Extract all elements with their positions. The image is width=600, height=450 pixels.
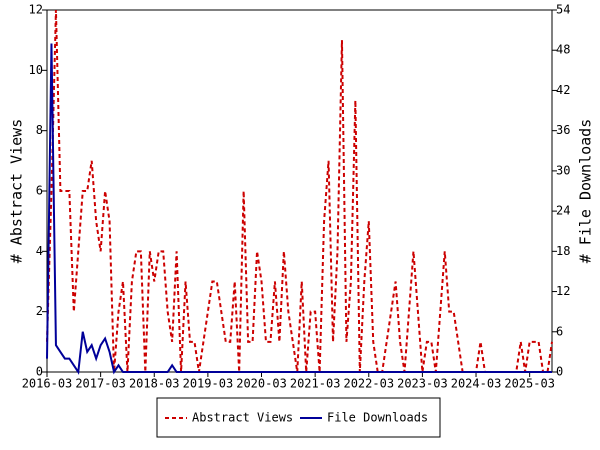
legend	[156, 397, 441, 438]
data-line	[46, 43, 552, 375]
y2-tick-label: 0	[556, 365, 563, 379]
legend-label: Abstract Views	[192, 411, 293, 425]
y2-tick-label: 12	[556, 284, 570, 298]
x-tick-label: 2019-03	[183, 377, 234, 391]
y-axis-label: # Abstract Views	[8, 119, 26, 264]
y-tick-label: 12	[29, 3, 43, 17]
plot-area	[46, 9, 553, 373]
y2-tick-label: 48	[556, 43, 570, 57]
y-tick-label: 2	[36, 304, 43, 318]
y2-tick-label: 30	[556, 163, 570, 177]
x-tick-label: 2021-03	[290, 377, 341, 391]
legend-label: File Downloads	[327, 411, 428, 425]
y2-tick-label: 18	[556, 244, 570, 258]
y-tick-label: 6	[36, 184, 43, 198]
x-tick-label: 2025-03	[504, 377, 555, 391]
x-tick-label: 2017-03	[75, 377, 126, 391]
y-tick-label: 4	[36, 244, 43, 258]
x-tick-label: 2024-03	[451, 377, 502, 391]
x-tick-label: 2016-03	[22, 377, 73, 391]
x-tick-label: 2018-03	[129, 377, 180, 391]
y2-tick-label: 54	[556, 3, 570, 17]
y-tick-label: 10	[29, 63, 43, 77]
x-tick-label: 2023-03	[397, 377, 448, 391]
x-tick-label: 2022-03	[343, 377, 394, 391]
y-tick-label: 0	[36, 365, 43, 379]
y2-tick-label: 42	[556, 83, 570, 97]
y2-tick-label: 36	[556, 123, 570, 137]
y-tick-label: 8	[36, 123, 43, 137]
data-line	[46, 9, 553, 373]
y2-axis-label: # File Downloads	[577, 119, 595, 264]
x-tick-label: 2020-03	[236, 377, 287, 391]
y2-tick-label: 24	[556, 204, 570, 218]
y2-tick-label: 6	[556, 324, 563, 338]
